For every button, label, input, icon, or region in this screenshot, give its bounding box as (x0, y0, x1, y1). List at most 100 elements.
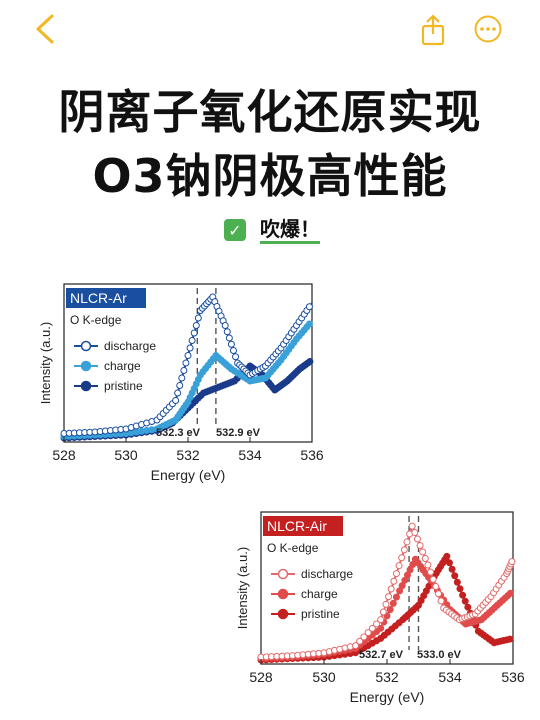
data-point (385, 593, 393, 601)
data-point (427, 568, 435, 576)
legend-label-discharge: discharge (104, 339, 156, 353)
data-point (180, 367, 188, 374)
legend-marker (80, 340, 92, 352)
data-point (368, 624, 376, 632)
chart-nlcr-ar: 528 530 532 534 536 Energy (eV) Intensity (a.u… (38, 283, 324, 483)
top-navigation-bar (0, 0, 540, 60)
data-point (186, 344, 194, 352)
data-point (184, 352, 192, 359)
x-tick-label: 532 (375, 669, 399, 685)
peak-annotation: 532.7 eV (359, 649, 404, 661)
label-box-text: NLCR-Air (267, 518, 327, 534)
label-box-text: NLCR-Ar (70, 290, 127, 306)
data-point (306, 358, 314, 365)
x-tick-label: 528 (52, 447, 76, 463)
data-point (225, 334, 233, 342)
data-point (356, 637, 364, 645)
x-tick-label: 532 (176, 447, 200, 463)
label-box (263, 516, 343, 536)
data-point (506, 589, 514, 597)
data-point (395, 562, 403, 570)
data-point (403, 538, 411, 546)
plot-frame (260, 511, 514, 665)
data-point (434, 590, 442, 598)
data-point (424, 561, 432, 569)
data-point (392, 570, 400, 578)
legend-marker (80, 380, 92, 392)
x-tick-label: 534 (438, 669, 462, 685)
title-line-1: 阴离子氧化还原实现 (58, 85, 482, 139)
data-point (506, 635, 514, 643)
x-tick-label: 534 (238, 447, 262, 463)
data-point (174, 389, 182, 397)
data-point (229, 347, 237, 354)
data-point (443, 552, 451, 560)
data-point (413, 535, 421, 543)
data-point (398, 554, 406, 562)
x-axis-label: Energy (eV) (151, 467, 226, 483)
data-point (429, 575, 437, 583)
data-point (437, 597, 445, 605)
legend-marker (277, 588, 289, 600)
data-point (416, 542, 424, 550)
data-point (377, 624, 385, 632)
data-point (379, 608, 387, 616)
legend-marker (277, 568, 289, 580)
data-point (459, 591, 467, 599)
check-icon: ✓ (224, 219, 246, 241)
title-line-2: O3钠阴极高性能 (92, 149, 448, 203)
data-point (188, 337, 196, 344)
x-tick-label: 536 (300, 447, 324, 463)
x-tick-label: 530 (114, 447, 138, 463)
data-point (192, 322, 200, 329)
legend-label-pristine: pristine (104, 379, 143, 393)
data-point (387, 585, 395, 593)
data-point (382, 600, 390, 608)
data-point (408, 522, 416, 530)
data-point (508, 558, 516, 566)
y-axis-label: Intensity (a.u.) (235, 547, 250, 629)
data-point (389, 599, 397, 607)
data-point (182, 359, 190, 367)
badge-text: 吹爆！ (260, 217, 320, 244)
data-point (390, 577, 398, 585)
data-point (221, 322, 229, 329)
data-point (232, 353, 240, 361)
peak-annotation: 532.3 eV (156, 427, 201, 439)
x-axis-label: Energy (eV) (350, 689, 425, 705)
data-point (421, 554, 429, 562)
data-point (373, 620, 380, 628)
data-point (377, 616, 385, 624)
peak-annotation: 532.9 eV (216, 427, 261, 439)
data-point (172, 397, 180, 404)
data-point (400, 546, 408, 554)
data-point (453, 578, 461, 586)
edge-label: O K-edge (267, 541, 319, 555)
label-box (66, 288, 146, 308)
x-tick-label: 530 (312, 669, 336, 685)
chart-nlcr-air: 528 530 532 534 536 Energy (eV) Intensity (a.u… (235, 511, 525, 705)
data-point (432, 583, 440, 591)
legend-label-charge: charge (104, 359, 141, 373)
data-point (352, 642, 359, 650)
data-point (386, 606, 394, 614)
peak-annotation: 533.0 eV (417, 649, 462, 661)
legend-marker (80, 360, 92, 372)
data-point (227, 340, 235, 348)
data-point (461, 597, 469, 605)
data-point (360, 633, 368, 641)
chevron-left-icon[interactable] (30, 12, 60, 46)
data-point (194, 314, 202, 322)
more-icon[interactable] (474, 15, 502, 43)
share-icon[interactable] (418, 14, 448, 46)
data-point (419, 548, 427, 556)
data-point (451, 572, 459, 580)
highlight-badge: ✓ 吹爆！ (224, 214, 320, 246)
legend-label-pristine: pristine (301, 607, 340, 621)
edge-label: O K-edge (70, 313, 122, 327)
legend-marker (277, 608, 289, 620)
data-point (464, 603, 472, 611)
data-point (190, 329, 198, 337)
legend-label-discharge: discharge (301, 567, 353, 581)
data-point (364, 629, 372, 637)
